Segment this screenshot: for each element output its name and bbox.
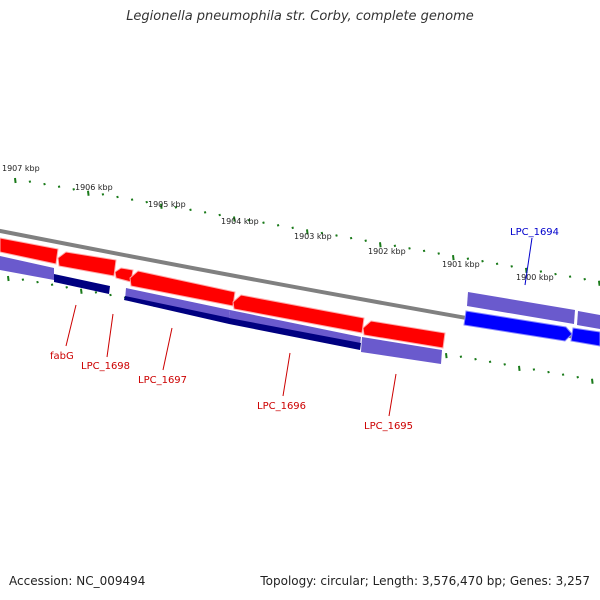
minor-tick xyxy=(320,231,324,235)
minor-tick xyxy=(459,355,463,358)
cds-LPC_1695[interactable] xyxy=(362,320,446,349)
gene-LPC_1695[interactable] xyxy=(361,337,442,364)
minor-tick xyxy=(218,213,221,217)
minor-tick xyxy=(72,188,75,191)
minor-tick xyxy=(466,257,470,260)
minor-tick xyxy=(547,370,550,374)
minor-tick xyxy=(495,262,499,266)
genome-summary-text: Topology: circular; Length: 3,576,470 bp… xyxy=(260,574,590,588)
gene-label-LPC_1695[interactable]: LPC_1695 xyxy=(364,421,413,432)
major-tick xyxy=(379,242,382,248)
label-leaders xyxy=(65,237,533,417)
minor-tick xyxy=(101,193,105,196)
cds-fabG[interactable] xyxy=(0,237,59,265)
minor-tick xyxy=(145,200,148,204)
cds-LPC_1697[interactable] xyxy=(129,270,236,307)
minor-tick xyxy=(576,375,579,379)
minor-tick xyxy=(488,360,492,364)
minor-tick xyxy=(65,286,68,289)
reverse-gene-track xyxy=(0,256,442,364)
minor-tick xyxy=(43,182,46,186)
cds-small[interactable] xyxy=(114,267,134,283)
major-tick xyxy=(233,216,236,222)
tick-label-1901: 1901 kbp xyxy=(442,260,480,269)
tick-label-1905: 1905 kbp xyxy=(148,200,186,209)
minor-tick xyxy=(335,234,338,237)
gene-label-LPC_1694[interactable]: LPC_1694 xyxy=(510,227,559,238)
tick-label-1907: 1907 kbp xyxy=(2,164,40,173)
cds-next[interactable] xyxy=(570,327,600,347)
minor-tick xyxy=(94,291,98,294)
minor-tick xyxy=(503,363,506,366)
minor-tick xyxy=(57,185,61,188)
major-tick xyxy=(87,190,90,196)
minor-tick xyxy=(408,247,411,250)
tick-label-1903: 1903 kbp xyxy=(294,232,332,241)
minor-tick xyxy=(349,236,353,240)
minor-tick xyxy=(474,357,477,361)
gene-label-LPC_1696[interactable]: LPC_1696 xyxy=(257,401,306,412)
reverse-cds-track xyxy=(0,237,446,349)
outer-tick-track xyxy=(14,177,600,286)
minor-tick xyxy=(510,265,513,268)
minor-tick xyxy=(247,218,251,222)
tick-label-1902: 1902 kbp xyxy=(368,247,406,256)
accession-text: Accession: NC_009494 xyxy=(9,574,146,588)
gene-label-LPC_1697[interactable]: LPC_1697 xyxy=(138,375,187,386)
gene-label-LPC_1698[interactable]: LPC_1698 xyxy=(81,361,130,372)
major-tick xyxy=(518,365,521,372)
cds-LPC_1696[interactable] xyxy=(232,294,365,334)
minor-tick xyxy=(422,249,426,253)
minor-tick xyxy=(539,270,543,273)
map-title: Legionella pneumophila str. Corby, compl… xyxy=(126,9,474,24)
minor-tick xyxy=(481,259,484,263)
major-tick xyxy=(452,254,455,261)
minor-tick xyxy=(583,277,586,281)
minor-tick xyxy=(561,373,565,376)
major-tick xyxy=(306,229,309,235)
major-tick xyxy=(7,275,10,282)
gene-label-fabG[interactable]: fabG xyxy=(50,351,74,362)
gene-fabG[interactable] xyxy=(0,256,54,280)
gene-LPC_1694-next[interactable] xyxy=(577,311,600,329)
major-tick xyxy=(445,352,448,359)
tick-label-1904: 1904 kbp xyxy=(221,217,259,226)
minor-tick xyxy=(36,280,39,284)
gene-LPC_1698[interactable] xyxy=(54,274,110,294)
minor-tick xyxy=(532,368,536,371)
minor-tick xyxy=(262,221,265,224)
minor-tick xyxy=(174,206,178,209)
forward-gene-track xyxy=(463,292,600,347)
minor-tick xyxy=(554,272,557,276)
major-tick xyxy=(160,203,163,209)
minor-tick xyxy=(203,211,207,214)
minor-tick xyxy=(364,239,367,242)
gene-LPC_1696[interactable] xyxy=(229,310,361,345)
cds-LPC_1698[interactable] xyxy=(57,251,117,277)
minor-tick xyxy=(50,283,54,286)
minor-tick xyxy=(28,180,32,183)
minor-tick xyxy=(116,195,119,199)
cds-LPC_1694[interactable] xyxy=(463,310,573,342)
major-tick xyxy=(80,288,83,294)
minor-tick xyxy=(130,198,134,201)
gene-LPC_1696-dark[interactable] xyxy=(229,318,361,350)
minor-tick xyxy=(189,208,192,212)
minor-tick xyxy=(437,252,440,255)
minor-tick xyxy=(393,244,397,248)
major-tick xyxy=(14,177,17,184)
minor-tick xyxy=(291,226,294,230)
tick-label-1906: 1906 kbp xyxy=(75,183,113,192)
gene-LPC_1694[interactable] xyxy=(467,292,575,324)
major-tick xyxy=(591,378,594,384)
tick-label-1900: 1900 kbp xyxy=(516,273,554,282)
minor-tick xyxy=(568,275,572,278)
minor-tick xyxy=(276,224,280,227)
minor-tick xyxy=(21,278,25,281)
gene-LPC_1697-dark[interactable] xyxy=(124,296,230,324)
minor-tick xyxy=(109,293,112,297)
